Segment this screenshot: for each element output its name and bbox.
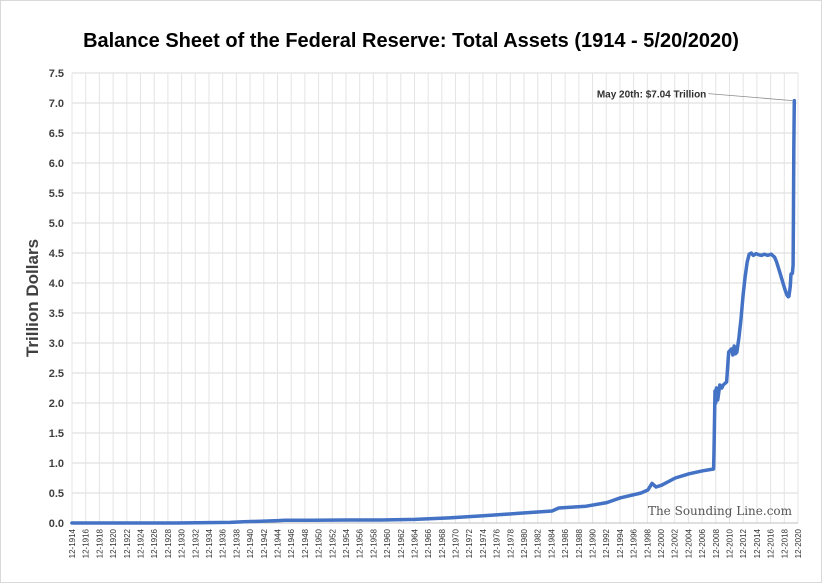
annotation-leader-line (708, 93, 793, 101)
x-tick-label: 12-1964 (410, 528, 419, 558)
y-tick-label: 0.0 (49, 518, 64, 530)
y-tick-labels: 0.0 0.5 1.0 1.5 2.0 2.5 3.0 3.5 4.0 4.5 5.0 5.5 6.0 6… (49, 68, 64, 530)
y-tick-label: 7.0 (49, 98, 64, 110)
y-tick-label: 1.5 (49, 428, 64, 440)
x-tick-label: 12-1956 (356, 528, 365, 558)
annotation-label: May 20th: $7.04 Trillion (597, 90, 706, 101)
y-tick-label: 5.0 (49, 218, 64, 230)
y-tick-label: 0.5 (49, 488, 64, 500)
y-tick-label: 4.0 (49, 278, 64, 290)
x-tick-label: 12-1936 (219, 528, 228, 558)
x-tick-label: 12-1948 (301, 528, 310, 558)
x-tick-label: 12-1970 (452, 528, 461, 558)
y-tick-label: 2.5 (49, 368, 64, 380)
x-tick-label: 12-1926 (150, 528, 159, 558)
x-tick-label: 12-2016 (767, 528, 776, 558)
x-tick-label: 12-2014 (753, 528, 762, 558)
y-tick-label: 4.5 (49, 248, 64, 260)
x-tick-label: 12-1968 (438, 528, 447, 558)
x-tick-label: 12-1914 (68, 528, 77, 558)
y-tick-label: 3.5 (49, 308, 64, 320)
x-tick-label: 12-1996 (630, 528, 639, 558)
y-axis-label: Trillion Dollars (23, 239, 42, 357)
x-tick-label: 12-2002 (671, 528, 680, 558)
credit-text: The Sounding Line.com (648, 504, 793, 518)
x-tick-label: 12-1950 (315, 528, 324, 558)
x-tick-label: 12-2006 (698, 528, 707, 558)
x-tick-label: 12-1918 (95, 528, 104, 558)
x-tick-label: 12-1966 (424, 528, 433, 558)
x-tick-label: 12-2004 (684, 528, 693, 558)
x-tick-label: 12-1944 (273, 528, 282, 558)
x-tick-label: 12-1976 (493, 528, 502, 558)
y-tick-label: 6.5 (49, 128, 64, 140)
x-tick-label: 12-2018 (780, 528, 789, 558)
x-tick-label: 12-1934 (205, 528, 214, 558)
x-tick-label: 12-1946 (287, 528, 296, 558)
x-tick-label: 12-1998 (643, 528, 652, 558)
y-tick-label: 3.0 (49, 338, 64, 350)
x-tick-labels: 12-1914 12-1916 12-1918 12-1920 12-1922 12-19… (68, 528, 803, 558)
annotations: May 20th: $7.04 Trillion (597, 90, 793, 101)
x-tick-label: 12-1960 (383, 528, 392, 558)
x-tick-label: 12-1940 (246, 528, 255, 558)
y-tick-label: 1.0 (49, 458, 64, 470)
gridlines (71, 72, 799, 524)
x-tick-label: 12-1928 (164, 528, 173, 558)
x-tick-label: 12-1954 (342, 528, 351, 558)
series-group (70, 98, 797, 525)
x-tick-label: 12-1974 (479, 528, 488, 558)
x-tick-label: 12-1982 (534, 528, 543, 558)
x-tick-label: 12-1978 (506, 528, 515, 558)
y-tick-label: 2.0 (49, 398, 64, 410)
x-tick-label: 12-2010 (726, 528, 735, 558)
x-tick-label: 12-1990 (589, 528, 598, 558)
x-tick-label: 12-1984 (547, 528, 556, 558)
x-tick-label: 12-1930 (178, 528, 187, 558)
x-tick-label: 12-1942 (260, 528, 269, 558)
x-tick-label: 12-1922 (123, 528, 132, 558)
x-tick-label: 12-2008 (712, 528, 721, 558)
x-tick-label: 12-1924 (136, 528, 145, 558)
x-tick-label: 12-1992 (602, 528, 611, 558)
x-tick-label: 12-1988 (575, 528, 584, 558)
x-tick-label: 12-1994 (616, 528, 625, 558)
x-tick-label: 12-2000 (657, 528, 666, 558)
x-tick-label: 12-1916 (82, 528, 91, 558)
x-tick-label: 12-1980 (520, 528, 529, 558)
x-tick-label: 12-1972 (465, 528, 474, 558)
x-tick-label: 12-2020 (794, 528, 803, 558)
series-line-0 (70, 98, 797, 525)
x-tick-label: 12-1920 (109, 528, 118, 558)
x-tick-label: 12-1986 (561, 528, 570, 558)
x-tick-label: 12-1958 (369, 528, 378, 558)
x-tick-label: 12-1932 (191, 528, 200, 558)
y-tick-label: 5.5 (49, 188, 64, 200)
chart-title: Balance Sheet of the Federal Reserve: To… (83, 30, 739, 52)
x-tick-label: 12-1952 (328, 528, 337, 558)
y-tick-label: 6.0 (49, 158, 64, 170)
y-tick-label: 7.5 (49, 68, 64, 80)
x-tick-label: 12-1938 (232, 528, 241, 558)
x-tick-label: 12-2012 (739, 528, 748, 558)
x-tick-label: 12-1962 (397, 528, 406, 558)
